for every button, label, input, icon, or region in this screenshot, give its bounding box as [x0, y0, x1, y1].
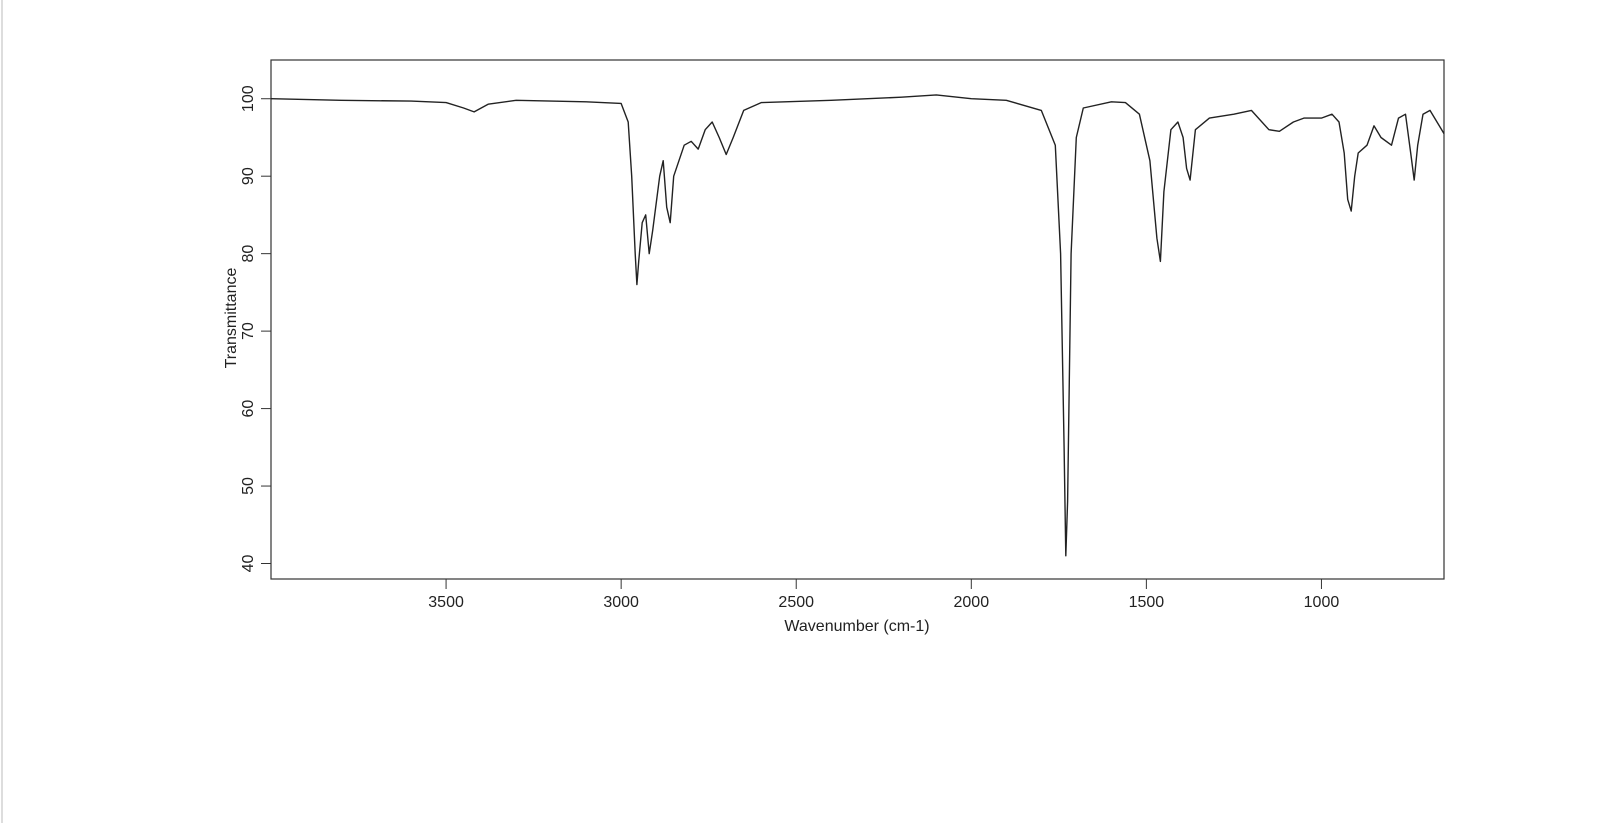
y-axis-label: Transmittance: [223, 268, 240, 369]
x-tick-label: 1000: [1304, 594, 1340, 611]
y-tick-label: 40: [240, 555, 257, 573]
x-tick-label: 3000: [603, 594, 639, 611]
x-tick-label: 3500: [428, 594, 464, 611]
y-tick-label: 100: [240, 85, 257, 112]
x-axis-label: Wavenumber (cm-1): [784, 618, 929, 635]
spectrum-line: [270, 94, 1445, 557]
y-tick-label: 50: [240, 477, 257, 495]
y-tick-label: 80: [240, 245, 257, 263]
plot-frame: [270, 59, 1445, 580]
x-tick-label: 1500: [1129, 594, 1165, 611]
y-tick-label: 60: [240, 400, 257, 418]
x-tick-label: 2000: [954, 594, 990, 611]
y-tick-label: 70: [240, 322, 257, 340]
y-tick-label: 90: [240, 167, 257, 185]
x-tick-label: 2500: [778, 594, 814, 611]
